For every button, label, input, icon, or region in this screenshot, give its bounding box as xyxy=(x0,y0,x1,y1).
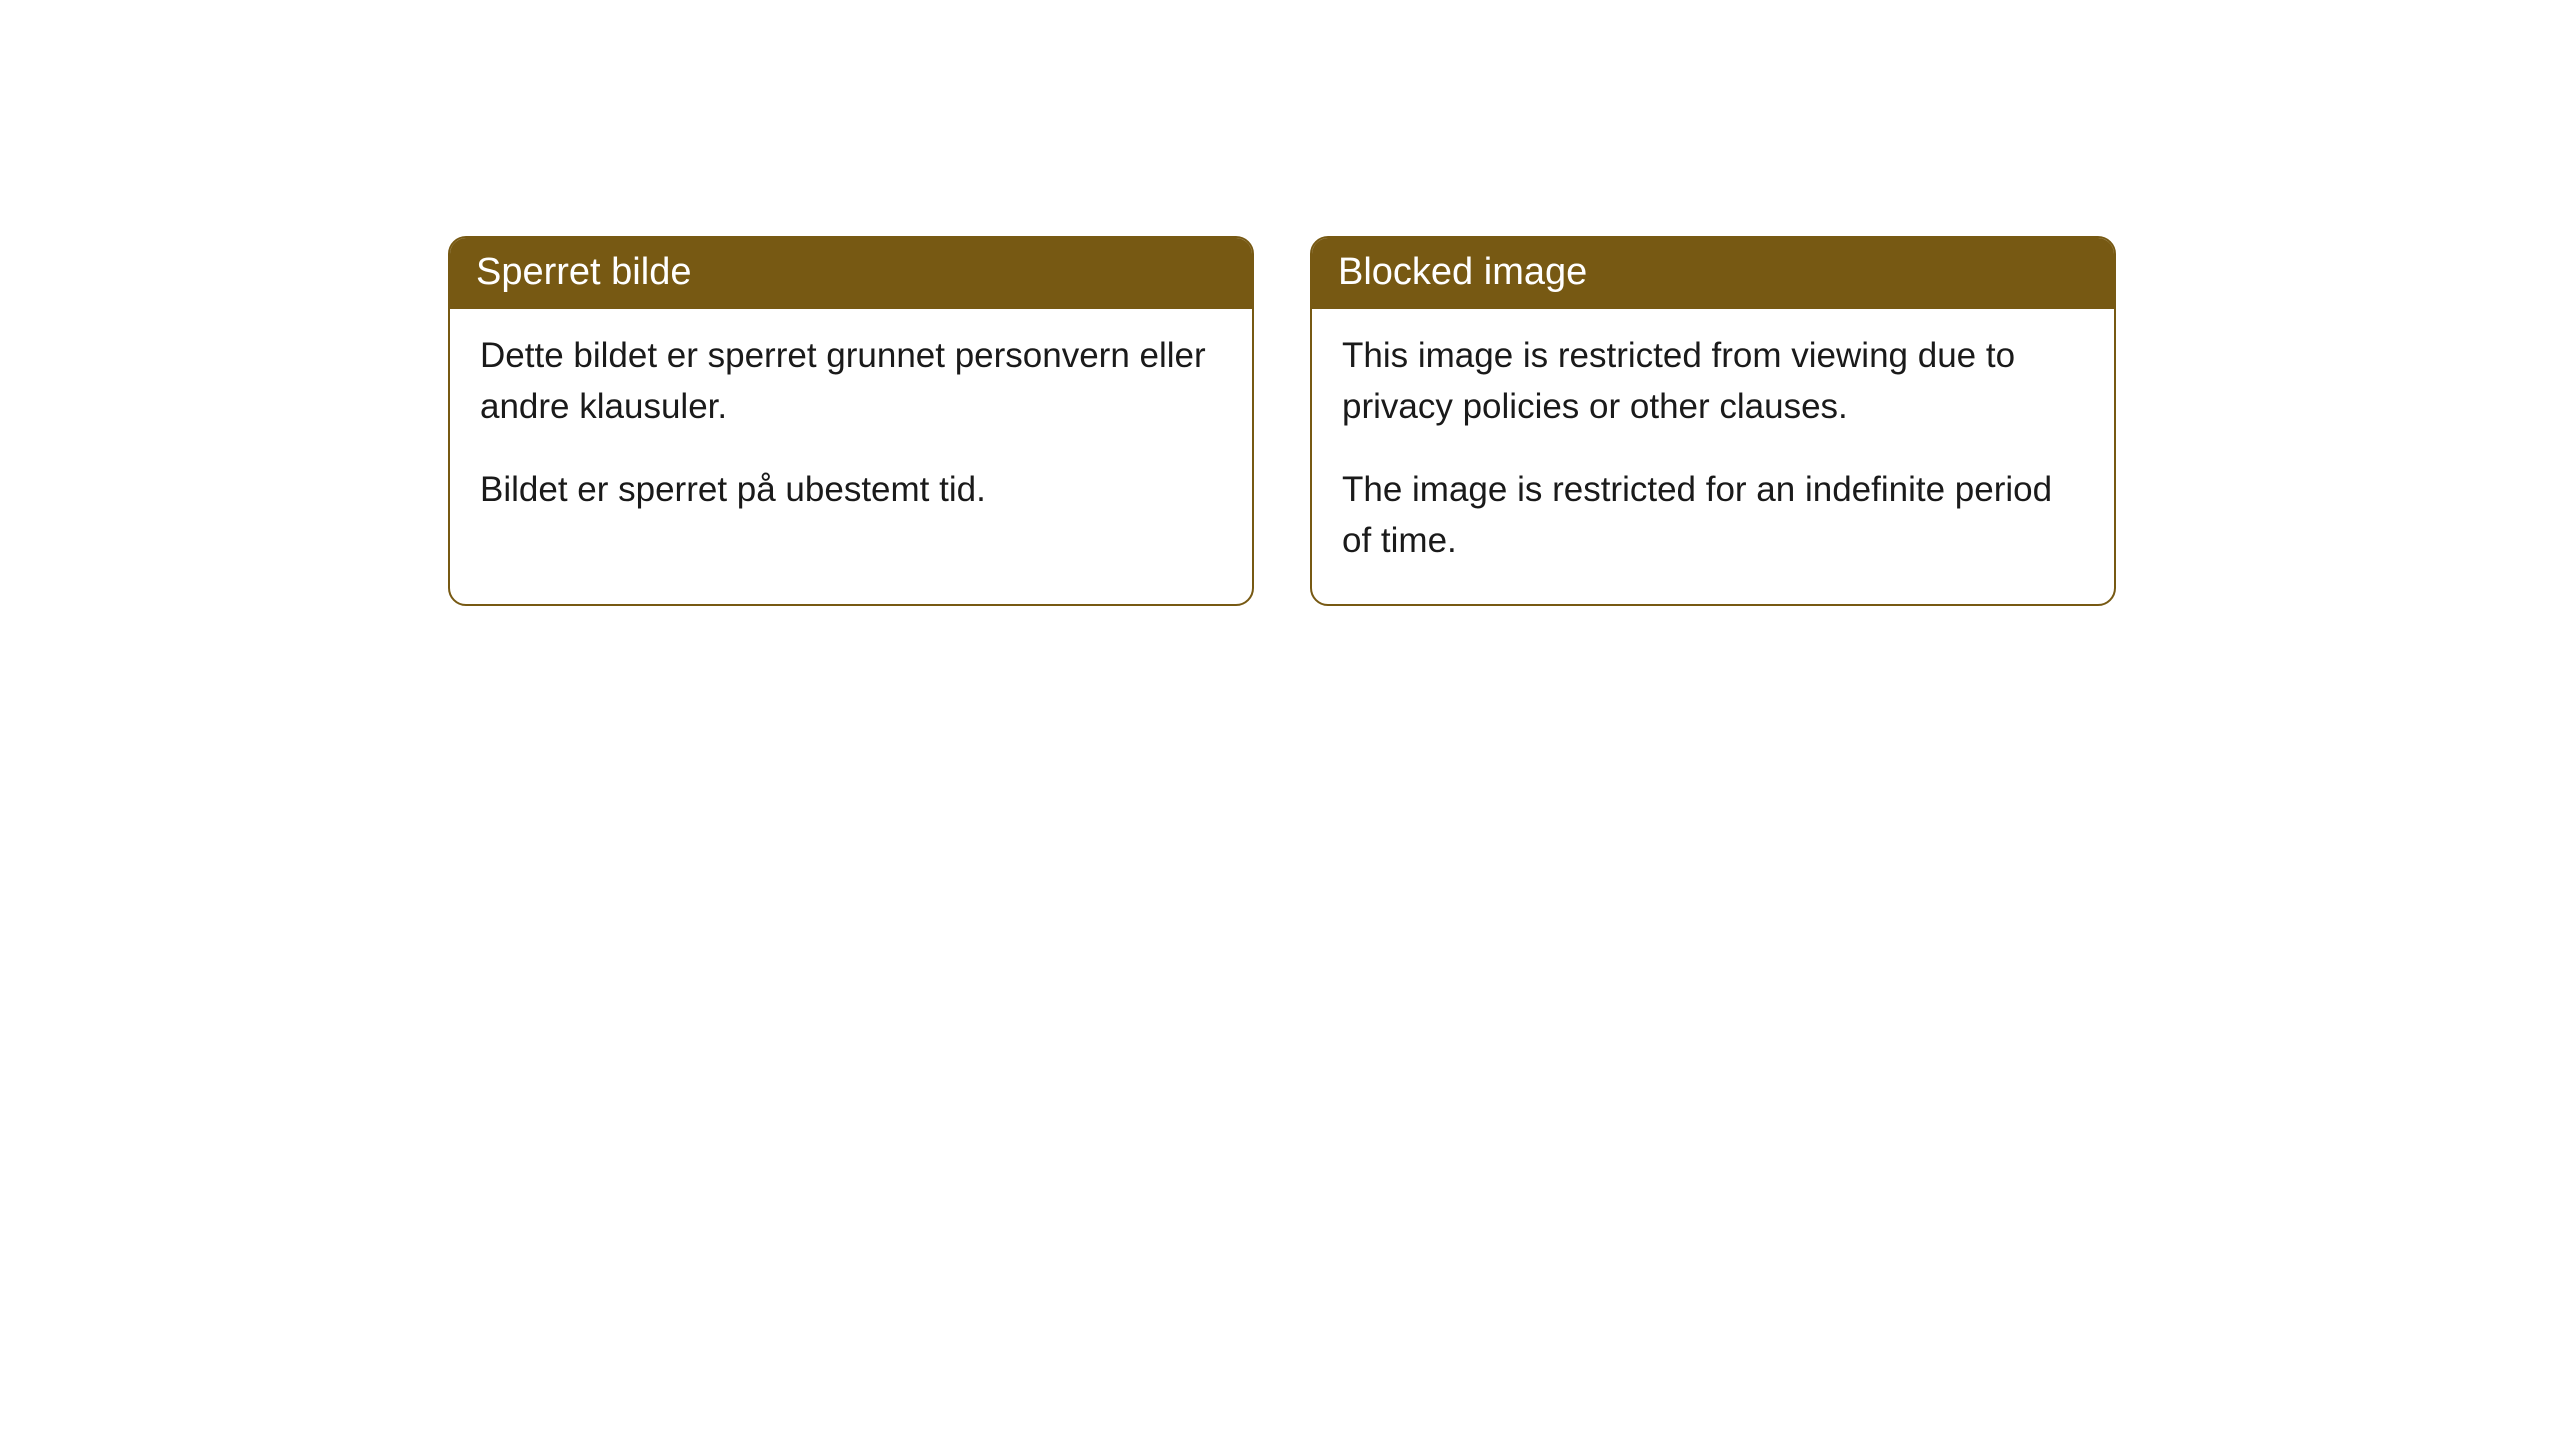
card-paragraph-2-norwegian: Bildet er sperret på ubestemt tid. xyxy=(480,465,1222,516)
card-paragraph-1-norwegian: Dette bildet er sperret grunnet personve… xyxy=(480,331,1222,433)
notice-cards-container: Sperret bilde Dette bildet er sperret gr… xyxy=(448,236,2116,606)
card-paragraph-2-english: The image is restricted for an indefinit… xyxy=(1342,465,2084,567)
card-body-norwegian: Dette bildet er sperret grunnet personve… xyxy=(450,309,1252,553)
card-body-english: This image is restricted from viewing du… xyxy=(1312,309,2114,604)
card-header-norwegian: Sperret bilde xyxy=(450,238,1252,309)
blocked-image-card-english: Blocked image This image is restricted f… xyxy=(1310,236,2116,606)
blocked-image-card-norwegian: Sperret bilde Dette bildet er sperret gr… xyxy=(448,236,1254,606)
card-paragraph-1-english: This image is restricted from viewing du… xyxy=(1342,331,2084,433)
card-header-english: Blocked image xyxy=(1312,238,2114,309)
